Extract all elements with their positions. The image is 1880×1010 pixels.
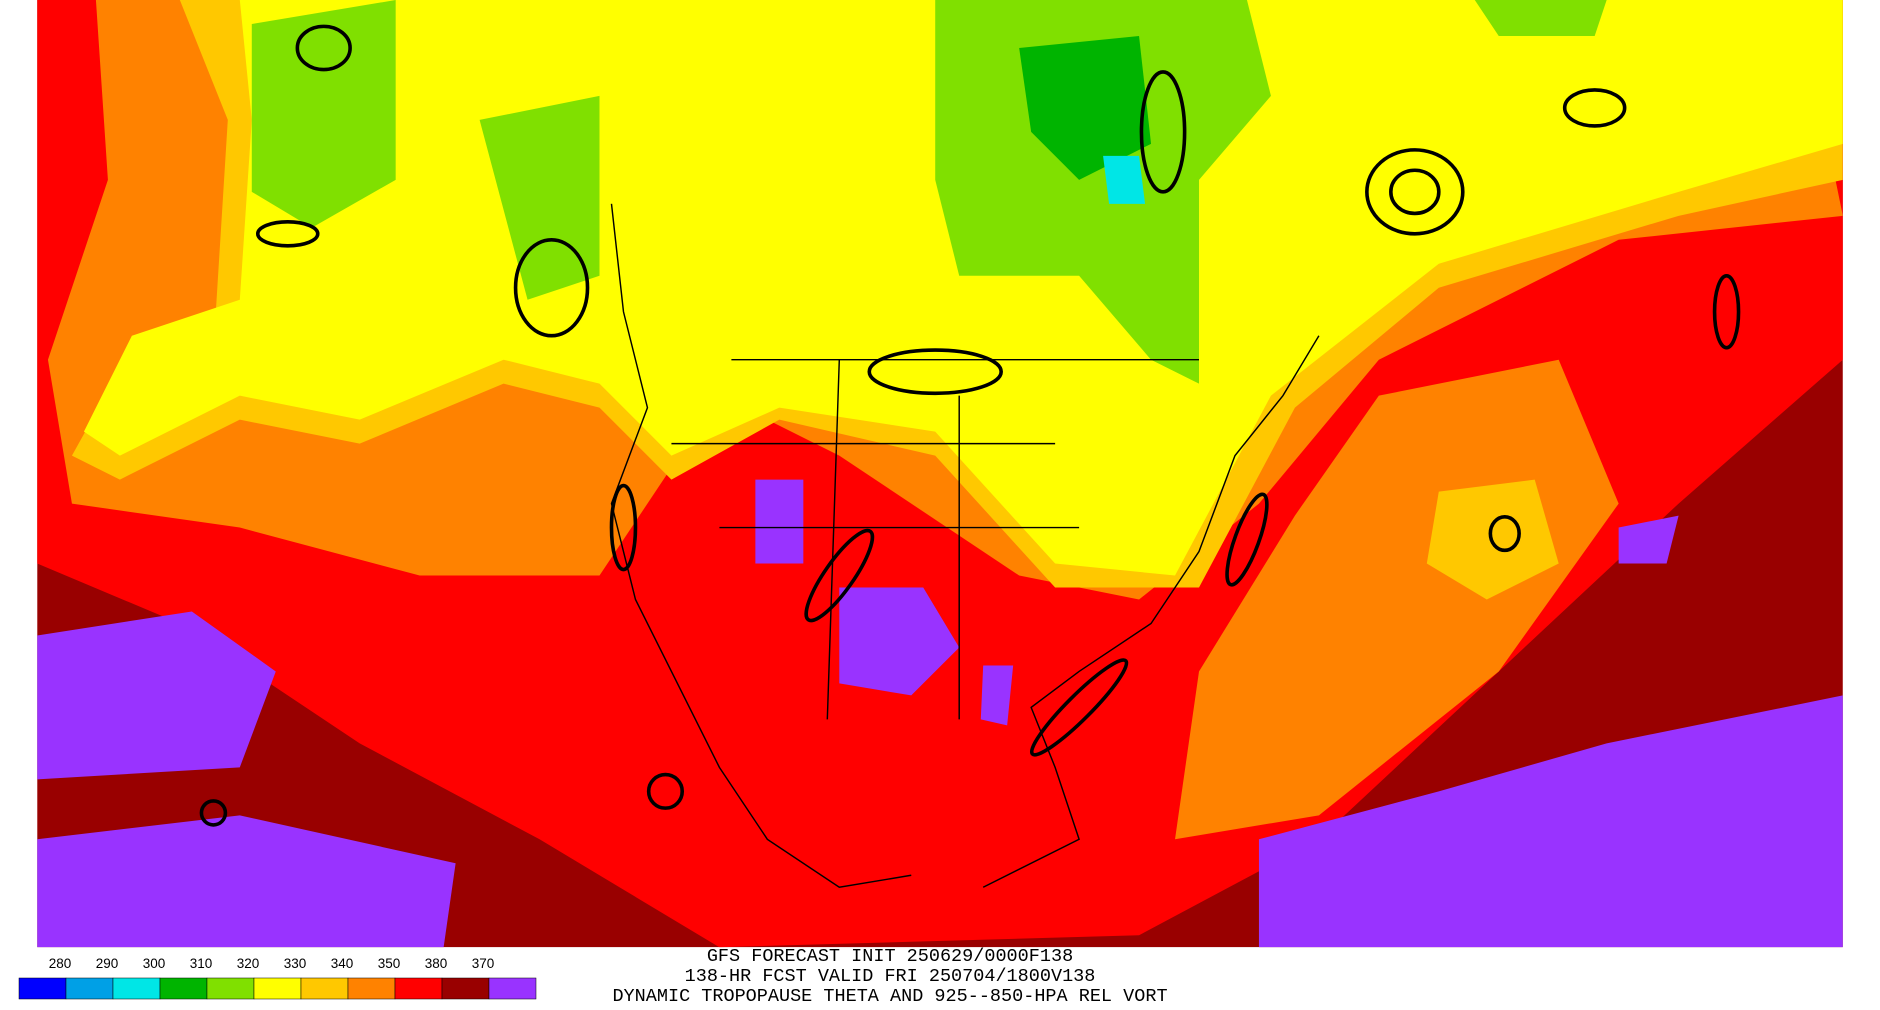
colorbar-label: 380: [425, 956, 448, 971]
colorbar-swatch: [159, 977, 208, 1000]
colorbar-swatch: [112, 977, 161, 1000]
vorticity-contours: [199, 24, 1741, 827]
colorbar-swatch: [206, 977, 255, 1000]
map-field: [37, 0, 1843, 948]
colorbar-label: 330: [284, 956, 307, 971]
map: [37, 0, 1843, 948]
field: [1103, 155, 1146, 204]
colorbar-label: 300: [143, 956, 166, 971]
colorbar-swatch: [441, 977, 490, 1000]
title-line: 138-HR FCST VALID FRI 250704/1800V138: [685, 966, 1096, 987]
title-line: DYNAMIC TROPOPAUSE THETA AND 925--850-HP…: [612, 986, 1167, 1007]
colorbar-label: 350: [378, 956, 401, 971]
field: [251, 0, 1607, 384]
colorbar-label: 310: [190, 956, 213, 971]
colorbar-swatch: [394, 977, 443, 1000]
colorbar-swatch: [65, 977, 114, 1000]
colorbar-label: 370: [472, 956, 495, 971]
colorbar-label: 340: [331, 956, 354, 971]
colorbar-swatch: [347, 977, 396, 1000]
colorbar-swatch: [253, 977, 302, 1000]
field: [1175, 359, 1619, 840]
colorbar-swatch: [18, 977, 67, 1000]
colorbar-swatch: [300, 977, 349, 1000]
colorbar-label: 290: [96, 956, 119, 971]
title-block: GFS FORECAST INIT 250629/0000F138138-HR …: [612, 946, 1167, 1007]
title-line: GFS FORECAST INIT 250629/0000F138: [707, 946, 1073, 967]
colorbar-label: 320: [237, 956, 260, 971]
colorbar-swatch: [488, 977, 537, 1000]
colorbar-label: 280: [49, 956, 72, 971]
colorbar: 280 290 300 310 320 330 340 350 380 370: [18, 956, 537, 1000]
coastlines: [610, 203, 1320, 889]
field: [1019, 35, 1152, 180]
field: [37, 479, 1843, 948]
